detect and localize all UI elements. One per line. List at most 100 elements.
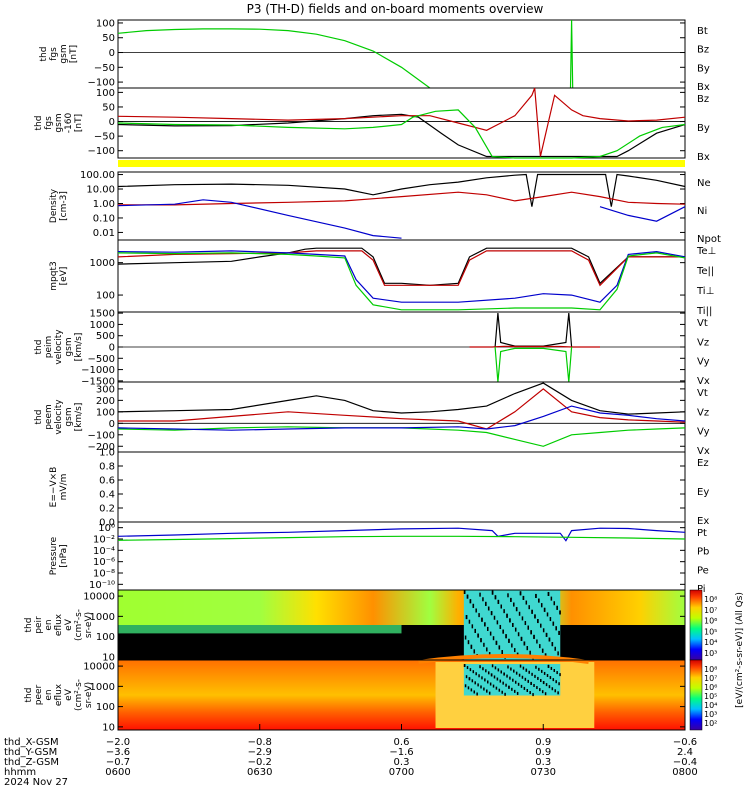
legend-entry: Bz (697, 94, 709, 105)
legend-entry: Pb (697, 547, 709, 558)
spectrogram-noise (500, 670, 502, 674)
spectrogram-noise (518, 673, 521, 677)
x-axis-row-label: 2024 Nov 27 (4, 777, 68, 788)
spectrogram-noise (513, 648, 516, 653)
spectrogram-noise (497, 668, 500, 672)
x-tick-label: 0.3 (535, 757, 551, 768)
y-axis-label: E=−V×B mV/m (49, 467, 69, 508)
colorbar (689, 659, 703, 731)
spectrogram-noise (475, 672, 477, 676)
series-line (118, 191, 686, 206)
colorbar-label: [eV/(cm²-s-sr-eV)] (All Qs) (735, 592, 745, 708)
legend-entry: Te⊥ (696, 246, 716, 257)
y-axis-label-line: [cm-3] (59, 191, 69, 221)
y-tick-label: 10⁰ (98, 523, 115, 534)
spectrogram-noise (527, 625, 529, 630)
spectrogram-noise (552, 621, 555, 626)
spectrogram-noise (487, 680, 489, 684)
series-line (117, 405, 686, 431)
spectrogram-noise (544, 653, 547, 658)
spectrogram-noise (490, 673, 493, 677)
y-tick-label: 100 (96, 702, 115, 713)
spectrogram-noise (477, 683, 479, 687)
spectrogram-noise (465, 615, 468, 620)
y-axis-label-line: [km/s] (74, 403, 84, 432)
spectrogram-noise (473, 649, 476, 654)
legend-entry: Vz (697, 407, 709, 418)
colorbar-tick-label: 10⁴ (704, 638, 717, 647)
legend-entry: Bx (697, 82, 710, 93)
legend-entry: Ez (697, 458, 709, 469)
y-tick-label: 10 (102, 652, 115, 663)
x-tick-label: 0.9 (535, 737, 551, 748)
y-tick-label: 1000 (90, 612, 115, 623)
spectrogram-noise (535, 665, 537, 669)
legend-entry: Vx (697, 376, 710, 387)
y-axis-label-line: thd (34, 116, 44, 131)
spectrogram-noise (542, 628, 545, 633)
spectrogram-noise (524, 621, 527, 626)
y-axis-label-line: Pressure (49, 536, 59, 575)
y-axis-label-line: (cm²-s- (74, 609, 84, 641)
spectrogram-noise (498, 645, 501, 650)
spectrogram-noise (552, 678, 555, 682)
spectrogram-noise (540, 669, 543, 673)
colorbar-tick-label: 10⁶ (704, 617, 717, 626)
panel-fgs: 100 50 0 −50 −100 thd fgs gsm [nT] Bt Bz By Bx (39, 18, 710, 93)
legend-entry: Vt (697, 318, 708, 329)
y-axis-label-line: E=−V×B (49, 467, 59, 508)
colorbar-tick-label: 10⁵ (704, 627, 717, 636)
y-axis-label-line: thd (24, 688, 34, 703)
legend-entry: Vy (697, 427, 710, 438)
y-axis-label-line: gsm (64, 337, 74, 356)
y-tick-label: 0 (109, 117, 115, 128)
spectrogram-noise (486, 689, 488, 693)
spectrogram-noise (547, 664, 550, 668)
spectrogram-noise (530, 681, 532, 685)
spectrogram-noise (491, 664, 494, 668)
spectrogram-noise (477, 633, 479, 638)
y-tick-label: −50 (94, 132, 115, 143)
series-line (469, 345, 600, 348)
y-tick-label: 0.01 (93, 228, 115, 239)
spectrogram-noise (547, 591, 550, 596)
y-tick-label: 100 (96, 88, 115, 99)
x-tick-label: −2.0 (106, 737, 130, 748)
legend-entry: Vt (697, 388, 708, 399)
y-tick-label: 1500 (90, 309, 115, 320)
legend-entry: Bt (697, 26, 708, 37)
spectrogram-noise (538, 598, 540, 603)
y-axis-label-line: thd (34, 410, 44, 425)
x-axis-row-label: thd_Z-GSM (4, 757, 59, 768)
spectrogram-noise (517, 632, 520, 637)
y-axis-label-line: sr-eV) (84, 682, 94, 708)
spectrogram-noise (476, 692, 478, 696)
spectrogram-noise (472, 670, 475, 674)
spectrogram-noise (541, 690, 544, 694)
y-axis-label-line: fgs (49, 47, 59, 61)
spectrogram-noise (489, 682, 492, 686)
y-tick-label: 10⁻⁴ (93, 546, 115, 557)
y-tick-label: −100 (88, 146, 115, 157)
y-axis-label-line: mV/m (59, 474, 69, 501)
y-axis-label-line: eV (64, 688, 74, 701)
y-axis-label: Density [cm-3] (49, 188, 69, 223)
spectrogram-noise (488, 652, 491, 657)
spectrogram-noise (487, 626, 489, 631)
spectrogram-noise (527, 679, 529, 683)
colorbar-tick-label: 10⁴ (704, 701, 717, 710)
spectrogram-noise (467, 640, 470, 645)
spectrogram-noise (486, 647, 488, 652)
spectrogram-noise (536, 639, 538, 644)
spectrogram-noise (498, 688, 501, 692)
spectrogram-noise (555, 680, 557, 684)
spectrogram-noise (467, 686, 470, 690)
panel-peer-spectrogram: 10⁸10⁷10⁶10⁵10⁴10³10²[eV/(cm²-s-sr-eV)] … (24, 592, 745, 733)
spectrogram-noise (516, 691, 519, 695)
y-tick-label: 10.00 (86, 185, 115, 196)
spectrogram-noise (546, 612, 549, 617)
series-line (117, 173, 686, 207)
spectrogram-noise (513, 669, 515, 673)
